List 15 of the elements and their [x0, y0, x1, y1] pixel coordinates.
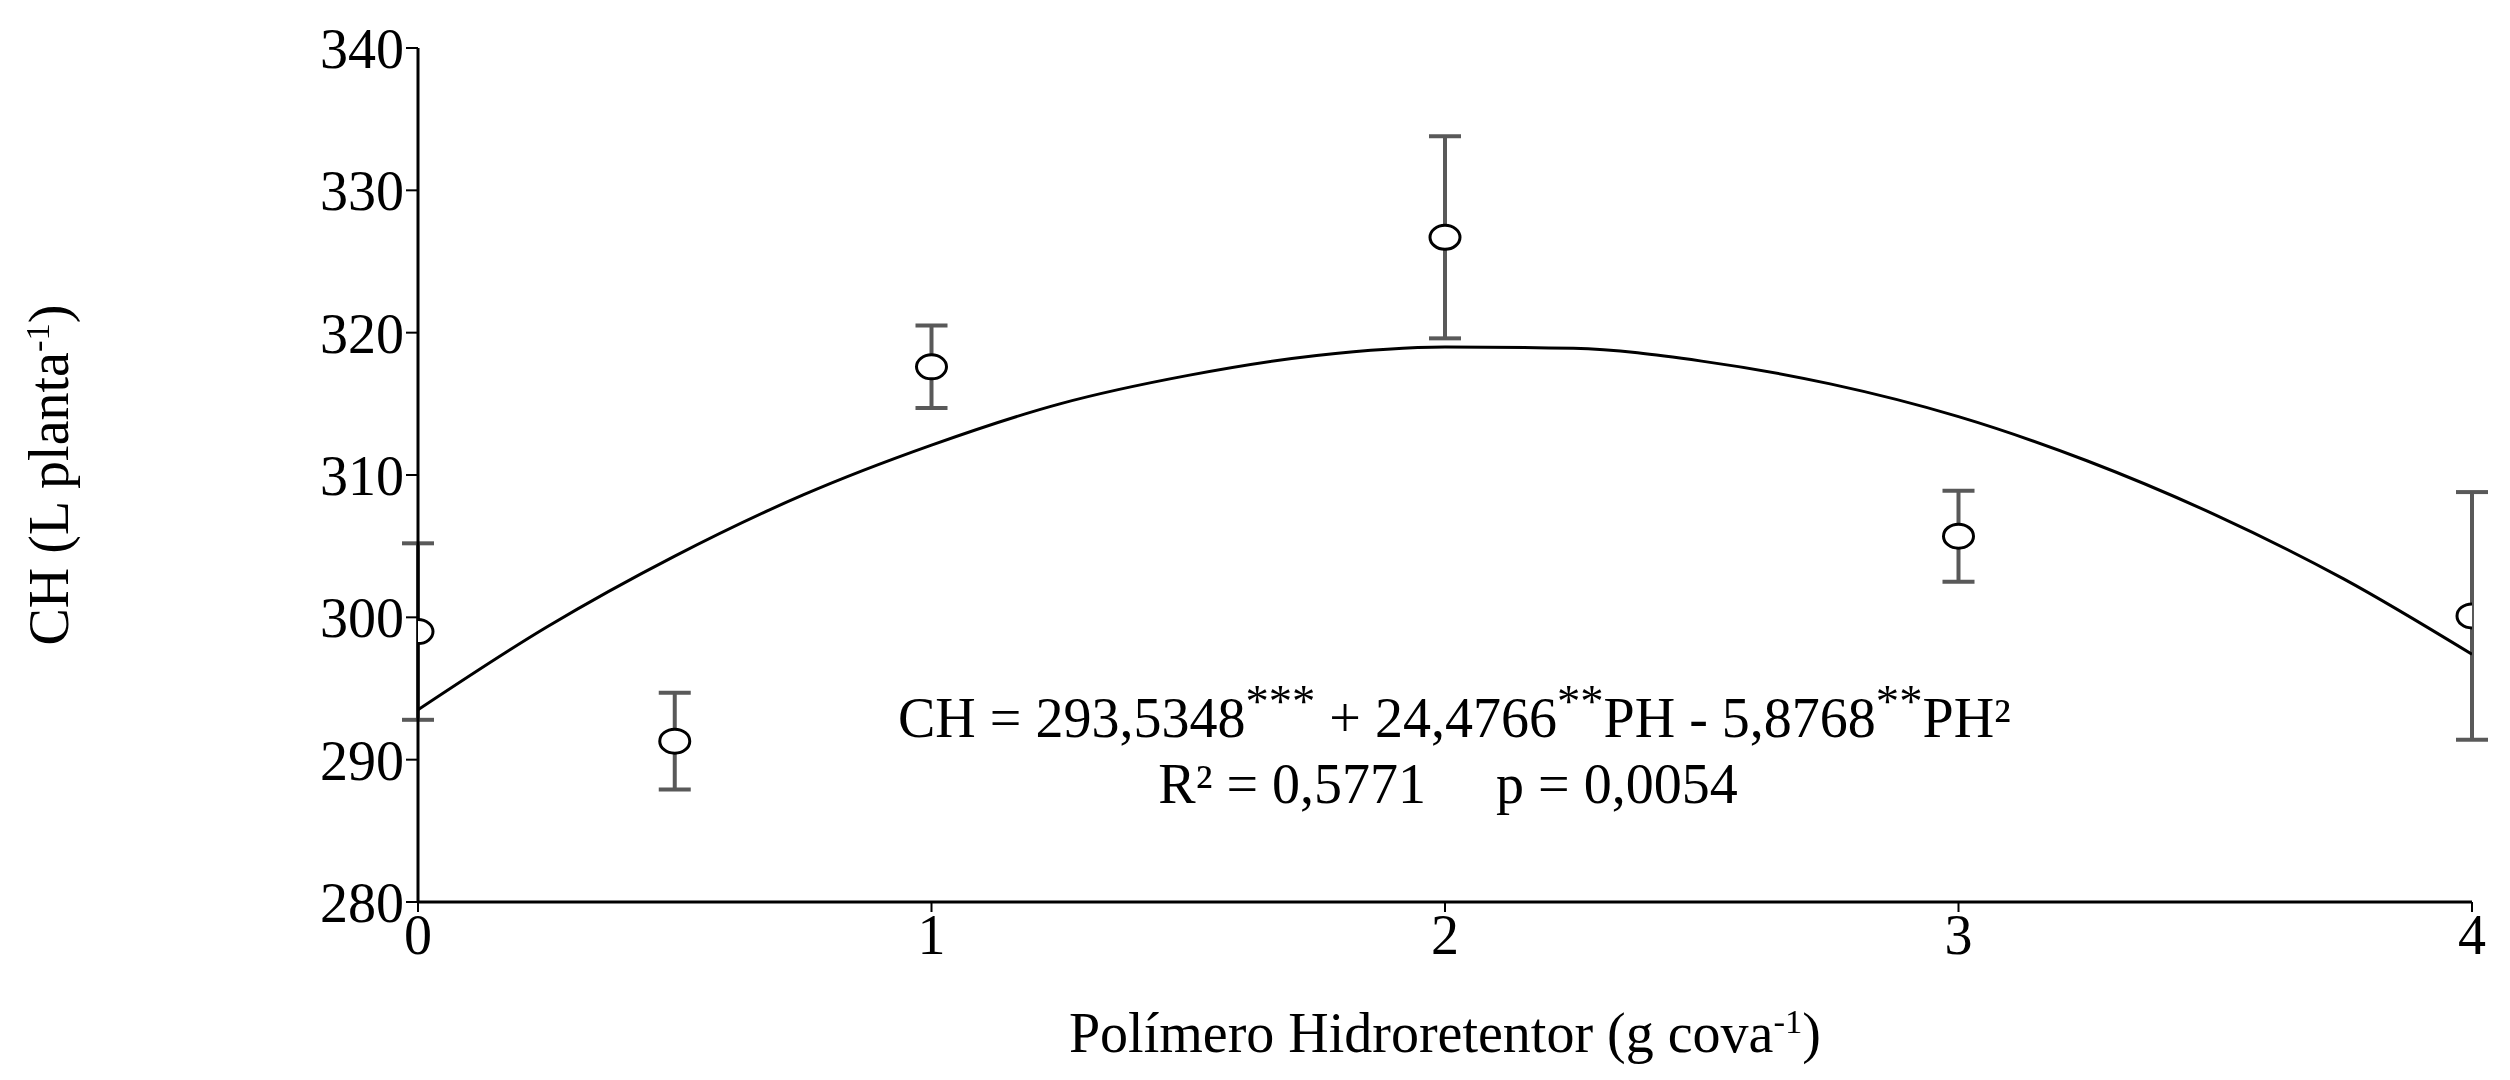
- y-tick-label: 280: [320, 871, 404, 934]
- y-tick-label: 330: [320, 160, 404, 223]
- x-axis-title: Polímero Hidroretentor (g cova$^{-1}$): [1068, 1001, 1822, 1065]
- y-tick-label: 340: [320, 17, 404, 80]
- x-tick-label: 2: [1431, 903, 1459, 966]
- x-tick-label: 1: [917, 903, 946, 966]
- y-tick-label: 290: [320, 729, 404, 792]
- annotation: CH = 293,5348$^{***}$ + 24,4766$^{**}$PH - 5,8768$^{**}$PH²: [898, 674, 2011, 751]
- x-tick-label: 3: [1944, 903, 1973, 966]
- annotation: R² = 0,5771 p = 0,0054: [1157, 751, 1739, 817]
- y-tick-label: 310: [320, 444, 404, 507]
- x-tick-label: 0: [404, 903, 432, 966]
- y-tick-label: 300: [320, 587, 404, 650]
- y-tick-label: 320: [320, 302, 404, 365]
- x-tick-label: 4: [2458, 903, 2486, 966]
